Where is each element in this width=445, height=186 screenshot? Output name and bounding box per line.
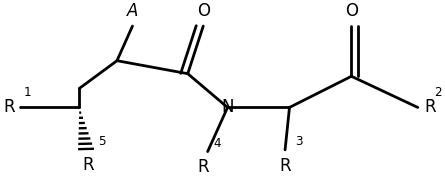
Text: O: O	[345, 2, 358, 20]
Text: 4: 4	[213, 137, 220, 150]
Text: R: R	[82, 156, 94, 174]
Text: R: R	[425, 98, 436, 116]
Text: 1: 1	[23, 86, 31, 99]
Text: R: R	[4, 98, 15, 116]
Text: A: A	[127, 2, 138, 20]
Text: O: O	[197, 2, 210, 20]
Text: N: N	[221, 98, 234, 116]
Text: R: R	[198, 158, 209, 177]
Text: R: R	[279, 157, 291, 175]
Text: 5: 5	[98, 135, 105, 147]
Text: 2: 2	[434, 86, 442, 99]
Text: 3: 3	[295, 135, 303, 148]
